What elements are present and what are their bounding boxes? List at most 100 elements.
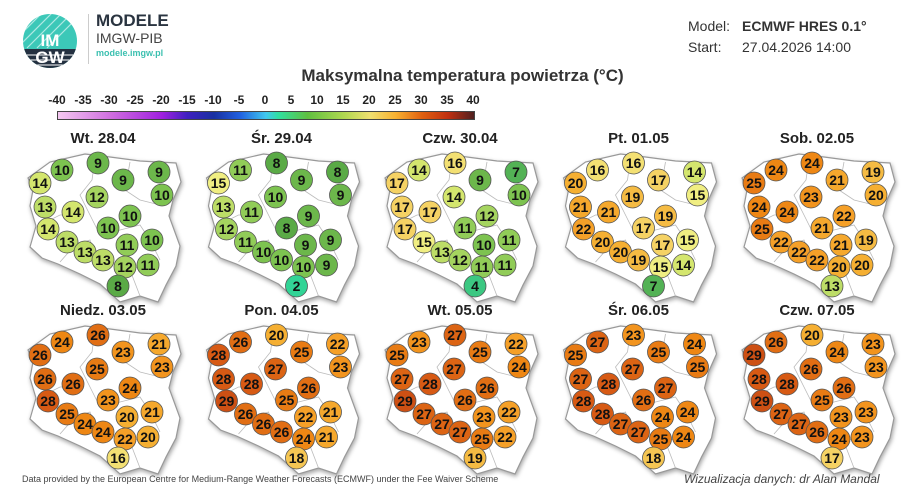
station-marker bbox=[475, 204, 499, 228]
station-value: 23 bbox=[858, 404, 874, 420]
station-value: 26 bbox=[233, 334, 249, 350]
station-value: 14 bbox=[32, 175, 48, 191]
station-marker bbox=[676, 400, 699, 424]
station-marker bbox=[810, 216, 834, 240]
colorbar-tick: -30 bbox=[100, 93, 118, 107]
station-marker bbox=[453, 388, 477, 412]
station-marker bbox=[297, 376, 320, 400]
station-marker bbox=[118, 376, 142, 400]
station-value: 18 bbox=[646, 450, 662, 466]
station-value: 12 bbox=[479, 208, 495, 224]
station-value: 28 bbox=[576, 393, 592, 409]
station-marker bbox=[85, 357, 109, 381]
station-value: 17 bbox=[422, 204, 438, 220]
station-value: 10 bbox=[122, 208, 138, 224]
station-marker bbox=[270, 420, 293, 444]
station-value: 21 bbox=[323, 404, 339, 420]
station-marker bbox=[654, 204, 677, 228]
station-value: 24 bbox=[779, 204, 795, 220]
station-value: 27 bbox=[773, 406, 789, 422]
station-value: 25 bbox=[653, 431, 669, 447]
station-marker bbox=[569, 195, 592, 219]
station-value: 22 bbox=[576, 221, 592, 237]
colorbar-tick: 0 bbox=[261, 93, 269, 107]
station-value: 27 bbox=[447, 327, 463, 343]
station-value: 9 bbox=[155, 164, 163, 180]
station-value: 16 bbox=[447, 155, 463, 171]
station-value: 24 bbox=[95, 424, 111, 440]
station-value: 23 bbox=[868, 359, 884, 375]
station-value: 11 bbox=[233, 162, 248, 178]
station-marker bbox=[564, 171, 587, 195]
station-value: 19 bbox=[625, 189, 641, 205]
station-marker bbox=[33, 367, 57, 391]
station-value: 26 bbox=[274, 424, 290, 440]
colorbar-tick: -20 bbox=[152, 93, 170, 107]
station-value: 14 bbox=[40, 221, 56, 237]
station-marker bbox=[61, 200, 85, 224]
station-value: 23 bbox=[865, 336, 881, 352]
colorbar-tick: -40 bbox=[48, 93, 66, 107]
station-value: 12 bbox=[89, 189, 105, 205]
station-marker bbox=[412, 230, 436, 254]
station-value: 29 bbox=[219, 393, 235, 409]
station-marker bbox=[622, 151, 645, 175]
station-value: 21 bbox=[319, 429, 335, 445]
station-marker bbox=[564, 343, 587, 367]
station-value: 22 bbox=[791, 244, 807, 260]
colorbar-tick: -25 bbox=[126, 93, 144, 107]
station-marker bbox=[136, 425, 160, 449]
station-value: 15 bbox=[416, 234, 432, 250]
station-marker bbox=[215, 389, 238, 413]
station-value: 13 bbox=[59, 234, 75, 250]
station-marker bbox=[504, 160, 528, 184]
station-value: 21 bbox=[151, 336, 167, 352]
station-marker bbox=[676, 228, 699, 252]
station-value: 10 bbox=[144, 232, 160, 248]
station-value: 26 bbox=[768, 334, 784, 350]
station-value: 26 bbox=[809, 424, 825, 440]
station-marker bbox=[769, 402, 793, 426]
station-marker bbox=[390, 195, 414, 219]
station-value: 10 bbox=[100, 220, 116, 236]
station-value: 26 bbox=[301, 380, 317, 396]
map-title: Pt. 01.05 bbox=[608, 130, 669, 147]
svg-text:GW: GW bbox=[35, 48, 65, 67]
map-title: Śr. 06.05 bbox=[608, 302, 669, 319]
station-value: 11 bbox=[120, 237, 135, 253]
brand-url[interactable]: modele.imgw.pl bbox=[96, 48, 164, 58]
station-marker bbox=[854, 228, 878, 252]
station-value: 20 bbox=[119, 409, 135, 425]
station-value: 20 bbox=[568, 175, 584, 191]
station-value: 24 bbox=[829, 344, 845, 360]
station-value: 28 bbox=[601, 376, 617, 392]
station-value: 25 bbox=[746, 175, 762, 191]
map-title: Czw. 30.04 bbox=[422, 130, 498, 147]
station-value: 20 bbox=[595, 234, 611, 250]
station-value: 21 bbox=[573, 199, 589, 215]
station-value: 19 bbox=[467, 450, 483, 466]
station-value: 7 bbox=[512, 164, 520, 180]
station-value: 28 bbox=[40, 393, 56, 409]
start-label: Start: bbox=[688, 39, 722, 55]
station-marker bbox=[591, 230, 614, 254]
station-value: 23 bbox=[115, 344, 131, 360]
map-title: Śr. 29.04 bbox=[251, 130, 312, 147]
svg-text:IM: IM bbox=[41, 31, 60, 50]
station-marker bbox=[36, 389, 60, 413]
station-marker bbox=[832, 204, 856, 228]
station-marker bbox=[800, 323, 824, 347]
station-marker bbox=[805, 248, 829, 272]
station-value: 22 bbox=[330, 336, 346, 352]
colorbar-tick: 30 bbox=[414, 93, 428, 107]
station-value: 24 bbox=[511, 359, 527, 375]
station-marker bbox=[234, 402, 257, 426]
station-value: 29 bbox=[746, 347, 762, 363]
station-marker bbox=[775, 372, 799, 396]
station-marker bbox=[572, 389, 595, 413]
station-marker bbox=[265, 151, 288, 175]
station-value: 17 bbox=[397, 221, 413, 237]
brand-title: MODELE bbox=[96, 11, 169, 30]
station-value: 9 bbox=[323, 257, 331, 273]
